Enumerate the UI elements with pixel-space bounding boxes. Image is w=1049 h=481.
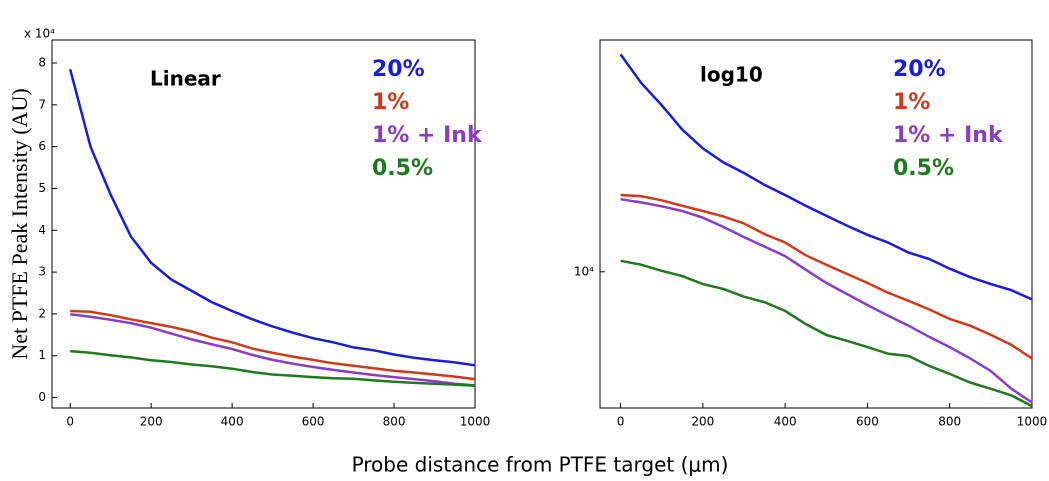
y-tick-label: 7 xyxy=(38,97,46,111)
x-tick-label: 600 xyxy=(856,415,879,429)
x-tick-label: 200 xyxy=(691,415,714,429)
legend-label: 1% + Ink xyxy=(372,123,483,148)
y-tick-label: 8 xyxy=(38,56,46,70)
x-tick-label: 800 xyxy=(383,415,406,429)
line-series xyxy=(70,313,476,387)
x-tick-label: 0 xyxy=(66,415,74,429)
legend-label: 1% + Ink xyxy=(893,123,1004,148)
x-tick-label: 600 xyxy=(302,415,325,429)
line-series xyxy=(68,68,476,367)
x-tick-label: 400 xyxy=(221,415,244,429)
plot-frame xyxy=(599,39,1033,409)
legend-label: 1% xyxy=(893,90,930,115)
y-tick-label: 4 xyxy=(38,223,46,237)
legend-label: 20% xyxy=(893,57,946,82)
legend-label: 1% xyxy=(372,90,409,115)
line-series xyxy=(70,309,476,381)
line-series xyxy=(620,259,1033,408)
x-tick-label: 400 xyxy=(774,415,797,429)
y-tick-label: 5 xyxy=(38,181,46,195)
y-tick-label: 1 xyxy=(38,348,46,362)
x-axis-title: Probe distance from PTFE target (μm) xyxy=(352,453,729,477)
x-tick-label: 1000 xyxy=(460,415,491,429)
y-tick-label: 10⁴ xyxy=(574,264,594,278)
legend-label: 0.5% xyxy=(372,156,433,181)
legend-label: 0.5% xyxy=(893,156,954,181)
x-tick-label: 800 xyxy=(938,415,961,429)
panel-label: log10 xyxy=(700,63,763,87)
legend-label: 20% xyxy=(372,57,425,82)
y-axis-title: Net PTFE Peak Intensity (AU) xyxy=(7,88,32,359)
y-tick-label: 0 xyxy=(38,390,46,404)
y-tick-label: 2 xyxy=(38,306,46,320)
line-series xyxy=(620,197,1033,404)
line-series xyxy=(620,193,1033,360)
line-series xyxy=(619,53,1033,301)
y-tick-label: 3 xyxy=(38,265,46,279)
x-tick-label: 0 xyxy=(617,415,625,429)
y-tick-label: 6 xyxy=(38,139,46,153)
x-tick-label: 1000 xyxy=(1017,415,1048,429)
line-series xyxy=(70,349,476,388)
plot-frame xyxy=(51,39,476,409)
x-tick-label: 200 xyxy=(140,415,163,429)
panel-label: Linear xyxy=(150,67,221,91)
y-multiplier: x 10⁴ xyxy=(24,27,55,41)
